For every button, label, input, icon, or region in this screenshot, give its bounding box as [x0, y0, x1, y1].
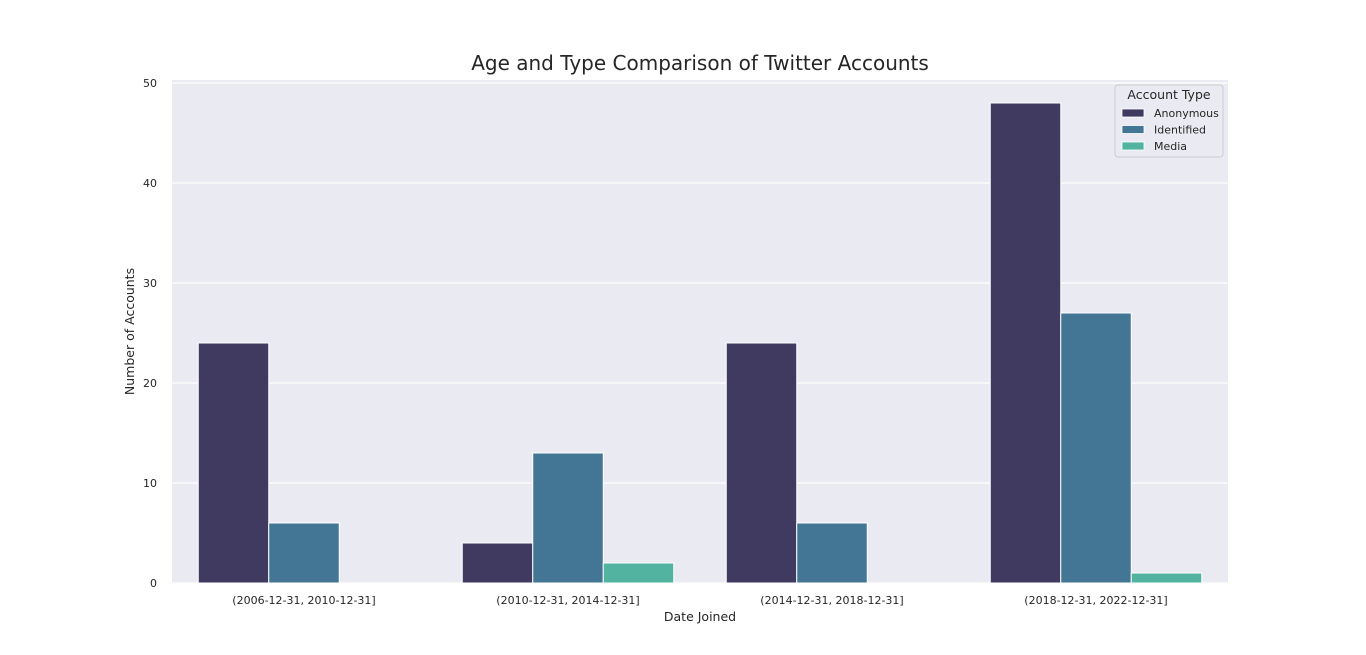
- chart-title: Age and Type Comparison of Twitter Accou…: [471, 51, 929, 75]
- y-tick-label: 50: [143, 77, 157, 90]
- bar-media-3: [1130, 572, 1203, 584]
- legend: Account Type Anonymous Identified Media: [1114, 84, 1224, 158]
- legend-label-media: Media: [1154, 140, 1187, 153]
- bar-identified-3: [1060, 312, 1132, 584]
- legend-swatch-anonymous: [1121, 108, 1145, 118]
- y-axis-label: Number of Accounts: [122, 268, 137, 395]
- legend-title: Account Type: [1127, 87, 1210, 102]
- x-tick-label: (2018-12-31, 2022-12-31]: [1024, 594, 1167, 607]
- bar-anonymous-3: [989, 102, 1062, 584]
- x-tick-label: (2010-12-31, 2014-12-31]: [496, 594, 639, 607]
- y-tick-label: 40: [143, 177, 157, 190]
- bar-media-1: [602, 562, 675, 584]
- legend-label-anonymous: Anonymous: [1154, 107, 1219, 120]
- bar-anonymous-0: [197, 342, 270, 584]
- x-tick-label: (2014-12-31, 2018-12-31]: [760, 594, 903, 607]
- y-tick-label: 20: [143, 377, 157, 390]
- bars: [197, 102, 1203, 584]
- bar-anonymous-2: [725, 342, 798, 584]
- x-ticks: (2006-12-31, 2010-12-31] (2010-12-31, 201…: [232, 594, 1167, 607]
- y-ticks: 0 10 20 30 40 50: [143, 77, 157, 590]
- x-tick-label: (2006-12-31, 2010-12-31]: [232, 594, 375, 607]
- bar-identified-0: [268, 522, 340, 584]
- x-axis-label: Date Joined: [664, 609, 736, 624]
- bar-identified-1: [532, 452, 604, 584]
- legend-swatch-identified: [1121, 125, 1145, 134]
- legend-swatch-media: [1121, 141, 1145, 151]
- bar-anonymous-1: [461, 542, 534, 584]
- legend-label-identified: Identified: [1154, 124, 1206, 137]
- y-tick-label: 0: [150, 577, 157, 590]
- legend-box: [1114, 84, 1224, 158]
- grid: [172, 82, 1228, 584]
- y-tick-label: 30: [143, 277, 157, 290]
- y-tick-label: 10: [143, 477, 157, 490]
- bar-identified-2: [796, 522, 868, 584]
